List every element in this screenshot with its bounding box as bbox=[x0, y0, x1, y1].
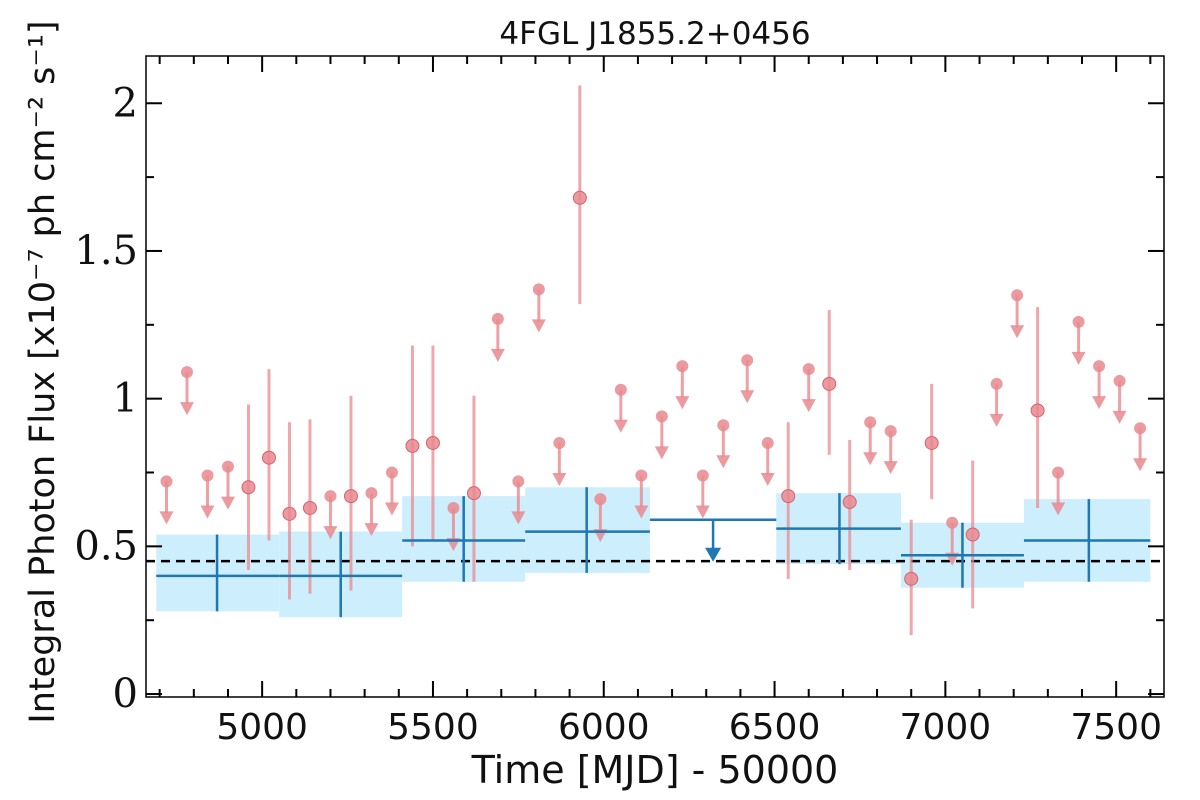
short-bin-upper-limit-arrow bbox=[511, 511, 526, 525]
short-bin-point bbox=[924, 435, 939, 450]
short-bin-upper-limit-point bbox=[1134, 422, 1147, 435]
y-tick-label: 2 bbox=[113, 80, 138, 126]
short-bin-upper-limit-arrow bbox=[552, 472, 567, 486]
short-bin-point bbox=[842, 495, 857, 510]
plot-frame bbox=[145, 55, 1165, 698]
short-bin-upper-limit-arrow bbox=[1010, 325, 1025, 339]
short-bin-upper-limit-point bbox=[1113, 374, 1126, 387]
short-bin-upper-limit-arrow bbox=[179, 402, 194, 416]
short-bin-upper-limit-point bbox=[160, 475, 173, 488]
short-bin-upper-limit-point bbox=[990, 377, 1003, 390]
short-bin-upper-limit-arrow bbox=[364, 523, 379, 537]
short-bin-upper-limit-point bbox=[180, 366, 193, 379]
short-bin-upper-limit-arrow bbox=[1133, 458, 1148, 472]
short-bin-upper-limit-point bbox=[635, 469, 648, 482]
x-tick-label: 5500 bbox=[387, 707, 479, 748]
short-bin-point bbox=[241, 480, 256, 495]
short-bin-upper-limit-point bbox=[655, 410, 668, 423]
short-bin-upper-limit-point bbox=[512, 475, 525, 488]
short-bin-upper-limit-point bbox=[221, 460, 234, 473]
short-bin-upper-limit-arrow bbox=[200, 505, 215, 519]
short-bin-point bbox=[302, 500, 317, 515]
short-bin-upper-limit-arrow bbox=[801, 399, 816, 413]
short-bin-upper-limit-point bbox=[864, 416, 877, 429]
short-bin-upper-limit-point bbox=[1072, 315, 1085, 328]
short-bin-series bbox=[159, 85, 1148, 635]
short-bin-upper-limit-point bbox=[491, 312, 504, 325]
short-bin-upper-limit-arrow bbox=[760, 472, 775, 486]
x-tick-label: 5000 bbox=[216, 707, 308, 748]
short-bin-upper-limit-point bbox=[324, 490, 337, 503]
short-bin-upper-limit-point bbox=[741, 354, 754, 367]
short-bin-upper-limit-arrow bbox=[675, 396, 690, 410]
short-bin-upper-limit-point bbox=[696, 469, 709, 482]
short-bin-upper-limit-point bbox=[365, 487, 378, 500]
short-bin-upper-limit-point bbox=[594, 493, 607, 506]
short-bin-upper-limit-arrow bbox=[695, 505, 710, 519]
short-bin-upper-limit-arrow bbox=[716, 455, 731, 469]
short-bin-upper-limit-point bbox=[553, 436, 566, 449]
short-bin-upper-limit-point bbox=[676, 360, 689, 373]
y-tick-label: 1.5 bbox=[74, 228, 138, 274]
short-bin-point bbox=[343, 489, 358, 504]
short-bin-point bbox=[965, 527, 980, 542]
short-bin-upper-limit-point bbox=[761, 436, 774, 449]
short-bin-point bbox=[1030, 403, 1045, 418]
short-bin-upper-limit-point bbox=[884, 425, 897, 438]
y-tick-label: 1 bbox=[113, 376, 138, 422]
short-bin-point bbox=[572, 190, 587, 205]
short-bin-upper-limit-point bbox=[447, 501, 460, 514]
x-tick-label: 6500 bbox=[729, 707, 821, 748]
short-bin-upper-limit-arrow bbox=[159, 511, 174, 525]
chart-title: 4FGL J1855.2+0456 bbox=[499, 16, 810, 52]
long-bin-series bbox=[156, 487, 1151, 618]
short-bin-point bbox=[261, 450, 276, 465]
short-bin-upper-limit-arrow bbox=[863, 452, 878, 466]
short-bin-upper-limit-arrow bbox=[220, 496, 235, 510]
short-bin-upper-limit-point bbox=[946, 516, 959, 529]
short-bin-upper-limit-arrow bbox=[883, 461, 898, 475]
short-bin-point bbox=[282, 506, 297, 521]
short-bin-upper-limit-point bbox=[532, 283, 545, 296]
short-bin-point bbox=[822, 376, 837, 391]
short-bin-upper-limit-arrow bbox=[323, 526, 338, 540]
short-bin-point bbox=[904, 571, 919, 586]
short-bin-upper-limit-arrow bbox=[384, 502, 399, 516]
axes: 5000 5500 6000 6500 7000 7500 0 0.5 1 1.5 2 bbox=[74, 55, 1165, 748]
short-bin-upper-limit-point bbox=[385, 466, 398, 479]
y-tick-label: 0 bbox=[113, 671, 138, 717]
short-bin-upper-limit-arrow bbox=[531, 319, 546, 333]
short-bin-upper-limit-point bbox=[1093, 360, 1106, 373]
short-bin-upper-limit-arrow bbox=[1051, 502, 1066, 516]
short-bin-point bbox=[405, 438, 420, 453]
short-bin-point bbox=[466, 486, 481, 501]
short-bin-upper-limit-point bbox=[717, 419, 730, 432]
short-bin-upper-limit-arrow bbox=[613, 419, 628, 433]
y-axis-label: Integral Photon Flux [x10⁻⁷ ph cm⁻² s⁻¹] bbox=[23, 20, 63, 723]
short-bin-upper-limit-arrow bbox=[989, 413, 1004, 427]
x-axis-label: Time [MJD] - 50000 bbox=[471, 748, 839, 792]
short-bin-upper-limit-arrow bbox=[634, 505, 649, 519]
long-bin-upper-limit-arrow bbox=[705, 547, 722, 562]
short-bin-upper-limit-arrow bbox=[654, 446, 669, 460]
short-bin-upper-limit-arrow bbox=[1112, 410, 1127, 424]
short-bin-point bbox=[425, 435, 440, 450]
short-bin-upper-limit-point bbox=[802, 363, 815, 376]
short-bin-upper-limit-arrow bbox=[1092, 396, 1107, 410]
x-tick-label: 6000 bbox=[558, 707, 650, 748]
y-tick-label: 0.5 bbox=[74, 523, 138, 569]
x-tick-label: 7500 bbox=[1070, 707, 1162, 748]
short-bin-upper-limit-point bbox=[1052, 466, 1065, 479]
short-bin-upper-limit-point bbox=[201, 469, 214, 482]
short-bin-upper-limit-arrow bbox=[490, 348, 505, 362]
short-bin-point bbox=[781, 489, 796, 504]
short-bin-upper-limit-point bbox=[1011, 289, 1024, 302]
short-bin-upper-limit-arrow bbox=[740, 390, 755, 404]
short-bin-upper-limit-arrow bbox=[1071, 351, 1086, 365]
x-tick-label: 7000 bbox=[900, 707, 992, 748]
short-bin-upper-limit-point bbox=[614, 383, 627, 396]
